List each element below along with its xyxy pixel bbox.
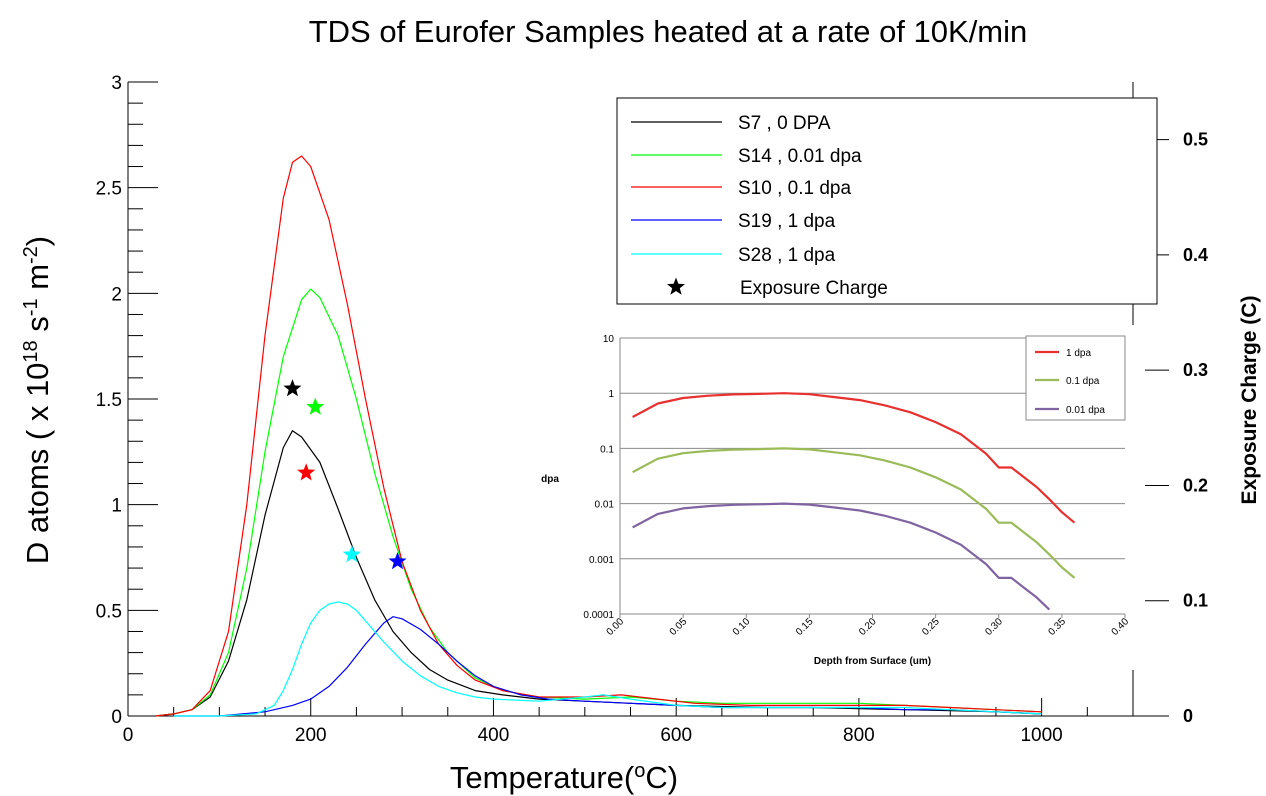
inset-legend-label-2: 0.1 dpa (1066, 376, 1100, 387)
y2-tick-label: 0.5 (1183, 130, 1208, 150)
y-axis-title: D atoms ( x 1018 s-1 m-2) (20, 236, 55, 564)
chart-title: TDS of Eurofer Samples heated at a rate … (309, 14, 1028, 49)
exposure-charge-markers (283, 379, 407, 570)
exposure-charge-star-2 (306, 397, 325, 415)
inset-y-tick-label: 0.001 (589, 555, 614, 566)
x-tick-label: 0 (123, 725, 134, 746)
exposure-charge-star-3 (297, 463, 316, 481)
legend-label-5: S28 , 1 dpa (738, 245, 836, 266)
x-axis-title: Temperature(oC) (450, 760, 678, 795)
inset-y-tick-label: 10 (603, 334, 615, 345)
legend-box (616, 97, 1158, 305)
x-tick-label: 800 (843, 725, 875, 746)
inset-series-line-2 (632, 447, 1076, 579)
legend-label-exposure: Exposure Charge (740, 278, 888, 299)
series-line-3 (155, 155, 1042, 717)
inset-series-line-1 (632, 392, 1076, 524)
y2-tick-label: 0.3 (1183, 360, 1208, 380)
inset-y-tick-label: 0.01 (595, 500, 615, 511)
main-series (155, 155, 1042, 717)
y2-tick-label: 0.4 (1183, 245, 1208, 265)
y-tick-label: 0.5 (96, 601, 122, 622)
series-line-5 (173, 601, 1042, 717)
main-legend: S7 , 0 DPA S14 , 0.01 dpa S10 , 0.1 dpa S19… (616, 97, 1158, 305)
y-tick-label: 1.5 (96, 390, 122, 411)
y2-tick-label: 0.1 (1183, 591, 1208, 611)
y-tick-label: 3 (111, 73, 122, 94)
inset-x-axis-title: Depth from Surface (um) (814, 656, 931, 667)
inset-y-tick-label: 0.0001 (583, 610, 614, 621)
inset-y-tick-label: 0.1 (600, 444, 614, 455)
exposure-charge-star-4 (342, 545, 361, 563)
y2-tick-label: 0.2 (1183, 475, 1208, 495)
x-tick-label: 600 (660, 725, 692, 746)
legend-label-1: S7 , 0 DPA (738, 113, 831, 134)
main-axes: 0 200 400 600 800 1000 0 0.5 1 1.5 2 2.5 3 0 0.1 0.2 0.3… (96, 73, 1208, 746)
inset-series-line-3 (632, 502, 1051, 611)
x-tick-label: 400 (478, 725, 510, 746)
x-tick-label: 200 (295, 725, 327, 746)
legend-label-4: S19 , 1 dpa (738, 211, 836, 232)
y2-tick-label: 0 (1183, 706, 1193, 726)
legend-swatch-star (667, 277, 685, 295)
y-tick-label: 2.5 (96, 179, 122, 200)
exposure-charge-star-1 (283, 379, 302, 397)
legend-label-2: S14 , 0.01 dpa (738, 146, 862, 167)
legend-label-3: S10 , 0.1 dpa (738, 178, 851, 199)
y-tick-label: 0 (111, 707, 122, 728)
inset-legend-box (1025, 335, 1126, 421)
y-tick-label: 2 (111, 284, 122, 305)
inset-y-tick-label: 1 (608, 389, 614, 400)
series-line-2 (155, 288, 1042, 717)
exposure-charge-star-5 (388, 552, 407, 570)
inset-legend-label-1: 1 dpa (1066, 348, 1091, 359)
y2-axis-title: Exposure Charge (C) (1238, 296, 1261, 505)
inset-legend-label-3: 0.01 dpa (1066, 405, 1105, 416)
inset-y-axis-title: dpa (541, 474, 559, 485)
x-tick-label: 1000 (1020, 725, 1062, 746)
y-tick-label: 1 (111, 496, 122, 517)
